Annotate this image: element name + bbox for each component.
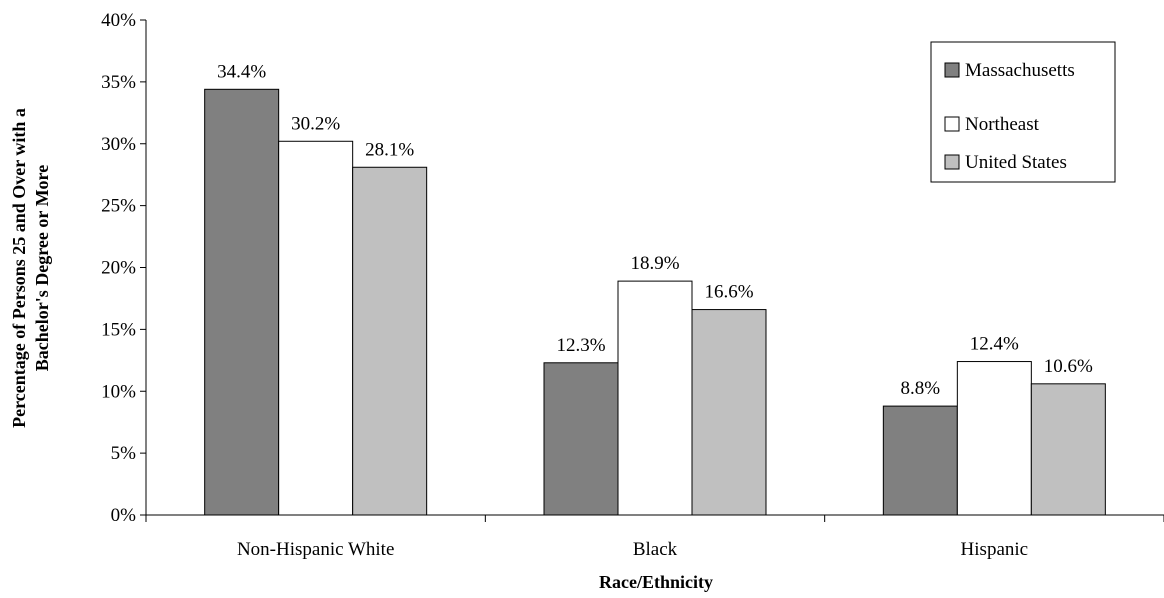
y-tick-label: 5% (111, 443, 137, 464)
y-tick-label: 25% (101, 196, 136, 217)
x-tick-label: Hispanic (961, 539, 1029, 560)
value-label-massachusetts: 8.8% (901, 378, 941, 399)
y-tick-label: 15% (101, 319, 136, 340)
bars (204, 88, 1106, 516)
value-label-united-states: 10.6% (1044, 356, 1093, 377)
x-axis-title: Race/Ethnicity (599, 572, 713, 592)
value-label-northeast: 12.4% (970, 334, 1019, 355)
y-axis-title-line-1: Percentage of Persons 25 and Over with a (9, 108, 29, 428)
legend-label-northeast: Northeast (965, 114, 1040, 135)
bar-massachusetts (204, 88, 280, 516)
bar-united-states (691, 309, 767, 516)
bar-northeast (617, 280, 693, 516)
x-tick-label: Non-Hispanic White (237, 539, 394, 560)
y-tick-label: 30% (101, 134, 136, 155)
legend-label-massachusetts: Massachusetts (965, 60, 1075, 81)
bar-united-states (1030, 383, 1106, 516)
legend-swatch-massachusetts (944, 62, 960, 78)
y-axis-title-line-2: Bachelor's Degree or More (32, 165, 52, 371)
y-tick-label: 10% (101, 381, 136, 402)
legend: Massachusetts Northeast United States (930, 41, 1116, 183)
legend-swatch-united-states (944, 154, 960, 170)
bar-massachusetts (543, 362, 619, 516)
bar-northeast (956, 361, 1032, 516)
bar-united-states (352, 166, 428, 516)
x-tick-label: Black (633, 539, 678, 560)
value-label-united-states: 28.1% (365, 139, 414, 160)
legend-swatch-northeast (944, 116, 960, 132)
y-tick-label: 40% (101, 10, 136, 31)
y-tick-label: 0% (111, 505, 137, 526)
legend-box (930, 41, 1116, 183)
value-label-massachusetts: 12.3% (556, 335, 605, 356)
bar-massachusetts (882, 405, 958, 516)
x-axis: Non-Hispanic White Black Hispanic (145, 514, 1164, 560)
value-label-northeast: 30.2% (291, 113, 340, 134)
value-label-northeast: 18.9% (630, 253, 679, 274)
y-tick-label: 35% (101, 72, 136, 93)
bar-northeast (278, 140, 354, 516)
value-label-united-states: 16.6% (704, 282, 753, 303)
legend-label-united-states: United States (965, 152, 1067, 173)
value-label-massachusetts: 34.4% (217, 61, 266, 82)
value-labels: 34.4% 30.2% 28.1% 12.3% 18.9% 16.6% 8.8% 12.4% 1… (217, 61, 1093, 399)
y-tick-label: 20% (101, 258, 136, 279)
y-axis: 0% 5% 10% 15% 20% 25% 30% 35% 40% (101, 10, 147, 526)
